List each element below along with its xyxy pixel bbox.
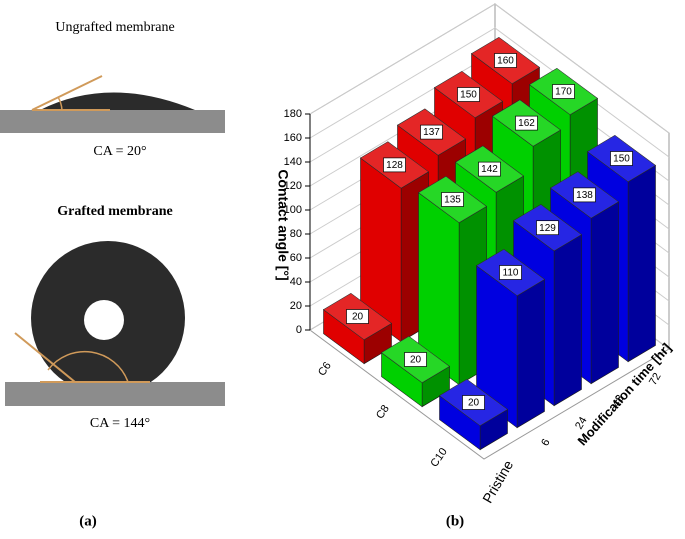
- substrate: [5, 382, 225, 406]
- value-label-box: [441, 192, 464, 207]
- value-label-box: [457, 87, 480, 102]
- value-label-box: [404, 352, 427, 367]
- x-tick-label: 72: [647, 371, 664, 388]
- value-label: 137: [423, 127, 440, 138]
- y-axis-title: Contact angle [°]: [275, 169, 291, 280]
- value-label-box: [499, 265, 522, 280]
- bar: 20: [322, 292, 393, 365]
- substrate: [0, 110, 225, 133]
- value-label-box: [536, 220, 559, 236]
- value-label: 142: [481, 164, 498, 175]
- chart: 0 20 40 60 80 100 120 140 160 180 Contact angle [°…: [275, 3, 674, 506]
- droplet-hole: [84, 300, 124, 340]
- bar: 20: [380, 335, 451, 408]
- x-tick-label: 24: [573, 415, 590, 432]
- panel-label: (b): [446, 513, 464, 529]
- droplet: [40, 92, 195, 110]
- value-label: 110: [503, 268, 519, 279]
- value-label-box: [552, 84, 575, 99]
- y-tick-label: 180: [284, 108, 302, 120]
- value-label-box: [573, 187, 596, 203]
- value-label-box: [478, 161, 501, 177]
- y-tick-label: 80: [290, 228, 302, 240]
- value-label: 129: [539, 223, 556, 234]
- x-tick-label: 48: [610, 393, 627, 410]
- tangent: [31, 75, 103, 111]
- y-tick-label: 20: [290, 300, 302, 312]
- value-label-box: [515, 115, 538, 131]
- value-label: 162: [518, 118, 535, 129]
- value-label: 150: [460, 90, 477, 101]
- value-label: 20: [410, 355, 422, 366]
- value-label: 135: [444, 195, 461, 206]
- bar-shade: [480, 409, 508, 450]
- value-label: 20: [352, 312, 364, 323]
- y-tick-label: 0: [296, 324, 302, 336]
- y-tick-label: 40: [290, 276, 302, 288]
- y-tick-label: 100: [284, 204, 302, 216]
- angle-arc: [47, 350, 129, 383]
- y-tick-label: 60: [290, 252, 302, 264]
- grid-line: [309, 3, 670, 134]
- bar-shade: [517, 279, 545, 428]
- ca-label: CA = 144°: [90, 416, 150, 431]
- bar: 110: [475, 248, 546, 429]
- series-label: C6: [316, 360, 334, 378]
- panel-a: Ungrafted membrane CA = 20° Grafted memb…: [0, 20, 225, 431]
- x-tick-label: 6: [539, 437, 552, 448]
- series-label: C10: [428, 446, 449, 469]
- value-label: 20: [468, 398, 480, 409]
- value-label: 138: [576, 190, 593, 201]
- panel-title: Ungrafted membrane: [55, 20, 174, 35]
- angle-arc: [57, 96, 63, 111]
- bar-shade: [422, 366, 450, 407]
- y-tick-label: 120: [284, 180, 302, 192]
- value-label-box: [383, 157, 406, 173]
- bar-shade: [628, 165, 656, 362]
- bar-shade: [591, 201, 619, 384]
- y-tick-label: 140: [284, 156, 302, 168]
- value-label-box: [610, 151, 633, 166]
- bar-shade: [554, 234, 582, 406]
- x-tick-label: Pristine: [479, 457, 516, 506]
- series-label: C8: [374, 403, 392, 421]
- panel-title: Grafted membrane: [57, 204, 172, 219]
- bar: 128: [359, 141, 430, 343]
- value-label-box: [346, 309, 369, 324]
- value-label: 128: [386, 160, 403, 171]
- bar-shade: [364, 323, 392, 364]
- value-label-box: [494, 53, 517, 68]
- value-label: 150: [613, 154, 630, 165]
- value-label: 160: [497, 56, 514, 67]
- value-label-box: [420, 124, 443, 140]
- y-tick-label: 160: [284, 132, 302, 144]
- panel-label: (a): [79, 513, 97, 529]
- tangent: [14, 332, 76, 383]
- value-label: 170: [555, 87, 572, 98]
- grid-line: [309, 27, 670, 158]
- value-label-box: [462, 395, 485, 410]
- ca-label: CA = 20°: [93, 144, 146, 159]
- bar: 20: [438, 378, 509, 451]
